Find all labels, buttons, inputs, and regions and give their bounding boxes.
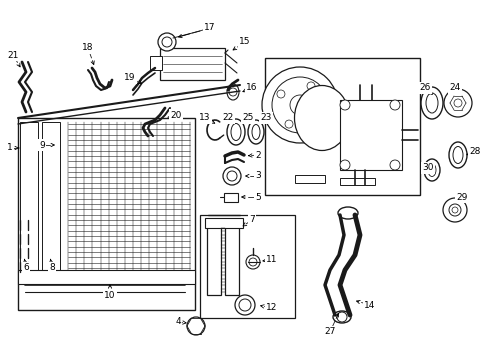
Ellipse shape <box>428 163 436 176</box>
Circle shape <box>337 312 347 322</box>
Bar <box>200 215 295 318</box>
Text: 4: 4 <box>175 318 181 327</box>
Circle shape <box>249 258 257 266</box>
Circle shape <box>290 95 310 115</box>
Ellipse shape <box>424 159 440 181</box>
Text: 8: 8 <box>49 264 55 273</box>
Text: 9: 9 <box>39 140 45 149</box>
Ellipse shape <box>248 120 264 144</box>
Text: 5: 5 <box>255 193 261 202</box>
Text: 6: 6 <box>23 264 29 273</box>
Text: 1: 1 <box>7 144 13 153</box>
Circle shape <box>187 317 205 335</box>
Circle shape <box>307 82 315 90</box>
Bar <box>207 225 221 295</box>
Ellipse shape <box>426 93 438 113</box>
Circle shape <box>239 299 251 311</box>
Circle shape <box>229 88 237 96</box>
Circle shape <box>452 207 458 213</box>
Circle shape <box>227 171 237 181</box>
Text: 17: 17 <box>204 23 216 32</box>
Text: 3: 3 <box>255 171 261 180</box>
Ellipse shape <box>338 207 358 219</box>
Bar <box>340 178 375 185</box>
Ellipse shape <box>227 119 245 145</box>
Text: 10: 10 <box>104 291 116 300</box>
Bar <box>295 175 325 183</box>
Text: 27: 27 <box>324 328 336 337</box>
Circle shape <box>449 204 461 216</box>
Text: 7: 7 <box>249 216 255 225</box>
Ellipse shape <box>294 85 349 150</box>
Circle shape <box>277 90 285 98</box>
Circle shape <box>262 67 338 143</box>
Bar <box>18 270 195 284</box>
Text: 22: 22 <box>222 113 234 122</box>
Circle shape <box>162 37 172 47</box>
Circle shape <box>390 160 400 170</box>
Text: 30: 30 <box>422 163 434 172</box>
Text: 14: 14 <box>364 301 376 310</box>
Ellipse shape <box>231 123 241 140</box>
Circle shape <box>444 89 472 117</box>
Text: 24: 24 <box>449 84 461 93</box>
Circle shape <box>285 120 293 128</box>
Text: 23: 23 <box>260 113 271 122</box>
Bar <box>150 56 162 70</box>
Bar <box>18 118 195 310</box>
Text: 26: 26 <box>419 84 431 93</box>
Bar <box>205 218 243 228</box>
Text: 19: 19 <box>124 73 136 82</box>
Bar <box>224 193 238 202</box>
Ellipse shape <box>270 125 277 139</box>
Text: 29: 29 <box>456 193 467 202</box>
Circle shape <box>158 33 176 51</box>
Circle shape <box>223 167 241 185</box>
Bar <box>160 48 225 80</box>
Ellipse shape <box>267 121 281 143</box>
Text: 21: 21 <box>7 50 19 59</box>
Circle shape <box>340 100 350 110</box>
Bar <box>265 58 420 195</box>
Text: 15: 15 <box>239 37 251 46</box>
Circle shape <box>390 100 400 110</box>
Circle shape <box>272 77 328 133</box>
Circle shape <box>315 112 323 120</box>
Text: 11: 11 <box>266 256 278 265</box>
Circle shape <box>340 160 350 170</box>
Circle shape <box>443 198 467 222</box>
Ellipse shape <box>227 84 239 100</box>
Text: 28: 28 <box>469 148 481 157</box>
Ellipse shape <box>449 142 467 168</box>
Text: 2: 2 <box>255 150 261 159</box>
Bar <box>225 225 239 295</box>
Text: 18: 18 <box>82 44 94 53</box>
Text: 20: 20 <box>171 111 182 120</box>
Ellipse shape <box>453 147 463 163</box>
Bar <box>340 100 402 170</box>
Ellipse shape <box>421 87 443 119</box>
Bar <box>42 122 60 270</box>
Ellipse shape <box>333 311 351 323</box>
Bar <box>20 122 38 270</box>
Text: 25: 25 <box>243 113 254 122</box>
Ellipse shape <box>252 125 260 139</box>
Text: 16: 16 <box>246 84 258 93</box>
Text: 12: 12 <box>266 303 278 312</box>
Circle shape <box>246 255 260 269</box>
Circle shape <box>235 295 255 315</box>
Circle shape <box>454 99 462 107</box>
Text: 13: 13 <box>199 113 211 122</box>
